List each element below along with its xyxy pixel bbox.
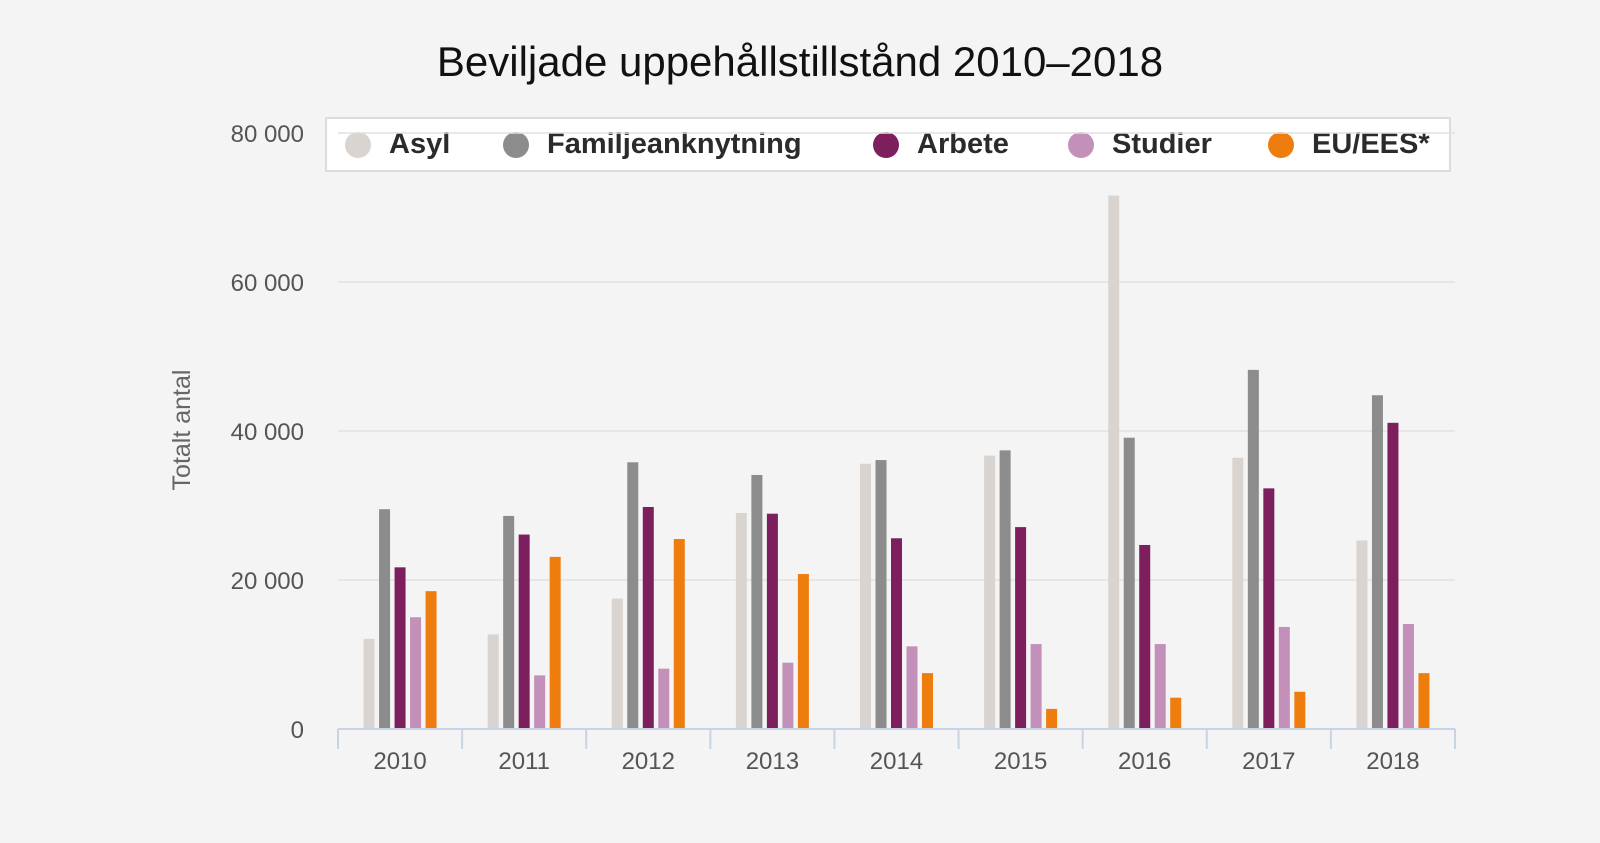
bar-eu-ees-2018[interactable]	[1418, 673, 1430, 729]
bar-familjeanknytning-2014[interactable]	[875, 460, 887, 729]
bar-asyl-2014[interactable]	[860, 463, 871, 729]
bar-asyl-2012[interactable]	[611, 598, 623, 729]
x-tick-label: 2010	[373, 748, 426, 775]
bar-asyl-2018[interactable]	[1356, 540, 1368, 729]
bar-studier-2010[interactable]	[410, 617, 422, 729]
x-tick-label: 2017	[1242, 748, 1295, 775]
x-tick-label: 2013	[746, 748, 799, 775]
bar-eu-ees-2015[interactable]	[1046, 708, 1058, 729]
bar-familjeanknytning-2016[interactable]	[1123, 437, 1135, 729]
x-tick-label: 2018	[1366, 748, 1419, 775]
legend-swatch-eu-ees	[1268, 131, 1294, 158]
bar-studier-2018[interactable]	[1402, 623, 1414, 729]
bar-arbete-2015[interactable]	[1015, 527, 1027, 729]
bar-familjeanknytning-2010[interactable]	[379, 509, 391, 729]
bar-arbete-2013[interactable]	[766, 513, 778, 729]
y-axis-label: Totalt antal	[168, 370, 196, 491]
bar-eu-ees-2017[interactable]	[1294, 691, 1306, 729]
y-tick-label: 60 000	[231, 270, 304, 297]
bar-eu-ees-2016[interactable]	[1170, 697, 1182, 729]
bar-studier-2016[interactable]	[1154, 644, 1166, 729]
bar-eu-ees-2014[interactable]	[922, 673, 933, 729]
x-tick-label: 2014	[870, 748, 923, 775]
bar-familjeanknytning-2017[interactable]	[1247, 369, 1259, 729]
bar-studier-2017[interactable]	[1278, 626, 1290, 729]
legend-swatch-familjeanknytning	[503, 131, 529, 158]
bar-arbete-2011[interactable]	[518, 534, 530, 729]
bar-familjeanknytning-2012[interactable]	[627, 462, 639, 729]
chart-title: Beviljade uppehållstillstånd 2010–2018	[436, 38, 1164, 85]
bar-studier-2012[interactable]	[658, 668, 670, 729]
bar-arbete-2014[interactable]	[891, 538, 902, 729]
y-tick-label: 80 000	[231, 121, 304, 148]
y-axis: 0 20 000 40 000 60 000 80 000	[231, 121, 304, 744]
bar-arbete-2012[interactable]	[642, 506, 654, 729]
bar-familjeanknytning-2015[interactable]	[999, 450, 1011, 729]
bar-eu-ees-2013[interactable]	[797, 574, 809, 729]
x-tick-label: 2011	[498, 748, 550, 775]
y-tick-label: 20 000	[231, 568, 304, 595]
legend-swatch-arbete	[873, 131, 899, 158]
x-tick-label: 2016	[1118, 748, 1171, 775]
gridlines	[338, 132, 1455, 581]
bar-arbete-2018[interactable]	[1387, 422, 1399, 729]
x-axis: 2010 2011 2012 2013 2014 2015 2016 2017 2018	[337, 728, 1456, 775]
bar-asyl-2011[interactable]	[487, 634, 499, 729]
bar-studier-2013[interactable]	[782, 662, 794, 729]
bar-asyl-2010[interactable]	[363, 638, 375, 729]
bar-eu-ees-2011[interactable]	[549, 556, 561, 729]
bar-familjeanknytning-2011[interactable]	[503, 515, 515, 729]
legend-swatch-asyl	[345, 131, 371, 158]
bar-familjeanknytning-2018[interactable]	[1371, 395, 1383, 729]
bar-eu-ees-2012[interactable]	[673, 539, 685, 729]
bar-eu-ees-2010[interactable]	[425, 591, 437, 729]
bar-asyl-2016[interactable]	[1108, 195, 1120, 729]
bar-studier-2014[interactable]	[906, 646, 918, 729]
x-tick-label: 2012	[622, 748, 675, 775]
bar-arbete-2016[interactable]	[1139, 544, 1151, 729]
bar-familjeanknytning-2013[interactable]	[751, 474, 763, 729]
bar-studier-2015[interactable]	[1030, 644, 1042, 729]
bar-arbete-2017[interactable]	[1263, 488, 1275, 729]
legend-swatch-studier	[1068, 131, 1094, 158]
x-tick-label: 2015	[994, 748, 1047, 775]
y-tick-label: 0	[291, 717, 304, 744]
bar-arbete-2010[interactable]	[394, 567, 406, 729]
bar-asyl-2017[interactable]	[1232, 457, 1244, 729]
bar-asyl-2015[interactable]	[984, 455, 996, 729]
bar-studier-2011[interactable]	[534, 675, 546, 729]
bars	[363, 195, 1430, 729]
y-tick-label: 40 000	[231, 419, 304, 446]
bar-asyl-2013[interactable]	[735, 512, 747, 729]
